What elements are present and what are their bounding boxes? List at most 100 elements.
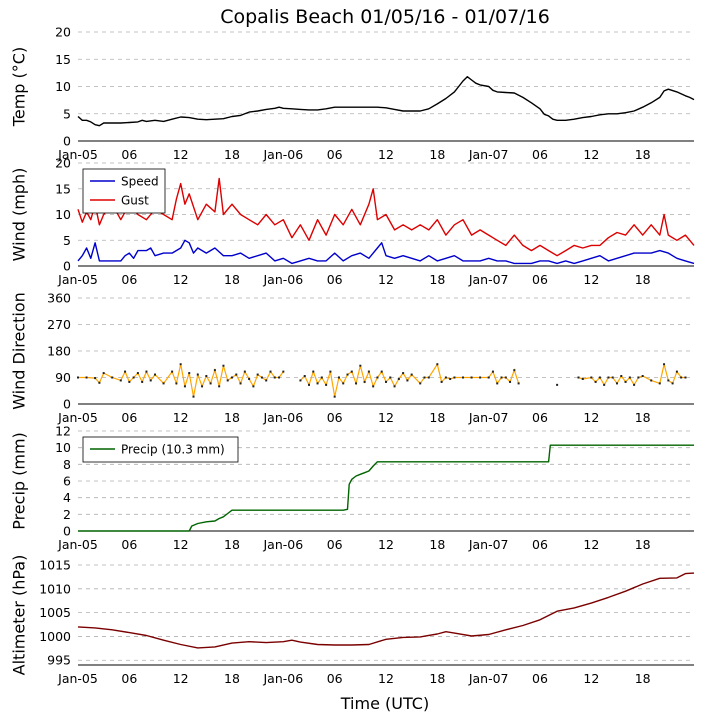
direction-data-point xyxy=(308,383,310,386)
altimeter-x-tick-label: Jan-07 xyxy=(468,671,509,686)
precip-x-tick-label: 06 xyxy=(532,537,548,552)
direction-series-line xyxy=(578,364,686,387)
altimeter-series-altimeter-line xyxy=(77,572,695,649)
direction-data-point xyxy=(517,382,520,385)
direction-x-tick-label: 06 xyxy=(532,410,548,425)
precip-x-tick-label: Jan-05 xyxy=(57,537,98,552)
altimeter-y-tick-label: 1010 xyxy=(39,581,71,596)
direction-data-point xyxy=(671,382,674,385)
direction-data-point xyxy=(265,379,268,382)
direction-data-point xyxy=(278,376,281,379)
wind-x-tick-label: 12 xyxy=(583,272,599,287)
direction-data-point xyxy=(192,395,195,398)
direction-data-point xyxy=(406,379,409,382)
direction-data-point xyxy=(419,382,422,385)
temp-y-tick-label: 15 xyxy=(55,52,71,67)
direction-data-point xyxy=(196,373,199,376)
direction-data-point xyxy=(171,370,174,373)
altimeter-y-axis-label: Altimeter (hPa) xyxy=(10,555,29,676)
altimeter-y-tick-label: 1000 xyxy=(39,629,71,644)
direction-data-point xyxy=(641,375,644,378)
precip-y-tick-label: 12 xyxy=(55,424,71,439)
wind-y-tick-label: 5 xyxy=(63,233,71,248)
temp-x-tick-label: 18 xyxy=(635,147,651,162)
direction-data-point xyxy=(470,376,473,379)
temp-y-tick-label: 20 xyxy=(55,25,71,40)
precip-x-tick-label: 06 xyxy=(121,537,137,552)
temp-x-tick-label: 06 xyxy=(532,147,548,162)
direction-x-tick-label: 12 xyxy=(583,410,599,425)
chart-title: Copalis Beach 01/05/16 - 01/07/16 xyxy=(220,6,550,28)
temp-x-tick-label: 18 xyxy=(224,147,240,162)
direction-data-point xyxy=(145,370,148,373)
direction-data-point xyxy=(124,370,127,373)
direction-data-point xyxy=(658,382,661,385)
direction-data-point xyxy=(380,370,383,373)
altimeter-x-tick-label: Jan-05 xyxy=(57,671,98,686)
altimeter-y-tick-label: 1005 xyxy=(39,605,71,620)
direction-data-point xyxy=(577,376,580,379)
wind-y-axis-label: Wind (mph) xyxy=(10,168,29,262)
altimeter-x-tick-label: 12 xyxy=(173,671,189,686)
direction-data-point xyxy=(218,385,221,388)
precip-x-tick-label: 12 xyxy=(173,537,189,552)
direction-data-point xyxy=(616,382,618,385)
direction-data-point xyxy=(141,380,144,383)
wind-legend-label: Speed xyxy=(121,175,159,189)
precip-x-tick-label: 12 xyxy=(378,537,394,552)
direction-data-point xyxy=(128,380,131,383)
precip-y-axis-label: Precip (mm) xyxy=(10,432,29,530)
direction-data-point xyxy=(77,376,79,379)
direction-data-point xyxy=(136,372,139,375)
direction-data-point xyxy=(491,370,494,373)
direction-data-point xyxy=(680,376,683,379)
direction-data-point xyxy=(248,377,251,380)
temp-y-tick-label: 10 xyxy=(55,79,71,94)
temp-x-tick-label: 12 xyxy=(583,147,599,162)
direction-data-point xyxy=(175,382,178,385)
wind-x-tick-label: Jan-07 xyxy=(468,272,509,287)
direction-data-point xyxy=(427,376,430,379)
direction-data-point xyxy=(650,379,653,382)
direction-data-point xyxy=(231,376,233,379)
direction-data-point xyxy=(611,376,614,379)
altimeter-x-tick-label: 12 xyxy=(378,671,394,686)
direction-x-tick-label: Jan-06 xyxy=(262,410,303,425)
wind-x-tick-label: 06 xyxy=(121,272,137,287)
direction-data-point xyxy=(513,369,516,372)
direction-data-point xyxy=(252,385,255,388)
precip-y-tick-label: 8 xyxy=(63,457,71,472)
altimeter-x-tick-label: 12 xyxy=(583,671,599,686)
direction-data-point xyxy=(85,376,88,379)
altimeter-x-tick-label: Jan-06 xyxy=(262,671,303,686)
temp-series-temp-line xyxy=(77,75,695,127)
precip-y-tick-label: 4 xyxy=(63,490,71,505)
direction-data-point xyxy=(628,376,631,379)
direction-x-tick-label: Jan-07 xyxy=(468,410,509,425)
direction-data-point xyxy=(222,364,225,367)
direction-data-point xyxy=(633,383,636,386)
direction-data-point xyxy=(337,376,340,379)
direction-data-point xyxy=(205,375,208,378)
direction-data-point xyxy=(350,370,353,373)
precip-x-tick-label: 18 xyxy=(429,537,445,552)
direction-y-tick-label: 180 xyxy=(47,344,71,359)
temp-x-tick-label: 12 xyxy=(378,147,394,162)
direction-data-point xyxy=(509,380,512,383)
wind-series-speed-line xyxy=(77,239,695,265)
temp-x-tick-label: Jan-06 xyxy=(262,147,303,162)
direction-data-point xyxy=(667,379,670,382)
wind-x-tick-label: 12 xyxy=(378,272,394,287)
direction-data-point xyxy=(376,376,379,379)
direction-data-point xyxy=(329,370,332,373)
wind-x-tick-label: 18 xyxy=(635,272,651,287)
direction-data-point xyxy=(598,376,601,379)
direction-data-point xyxy=(410,373,413,376)
wind-y-tick-label: 0 xyxy=(63,259,71,274)
direction-data-point xyxy=(603,383,606,386)
precip-x-tick-label: Jan-07 xyxy=(468,537,509,552)
direction-data-point xyxy=(397,377,400,380)
direction-data-point xyxy=(256,373,259,376)
direction-data-point xyxy=(316,382,319,385)
